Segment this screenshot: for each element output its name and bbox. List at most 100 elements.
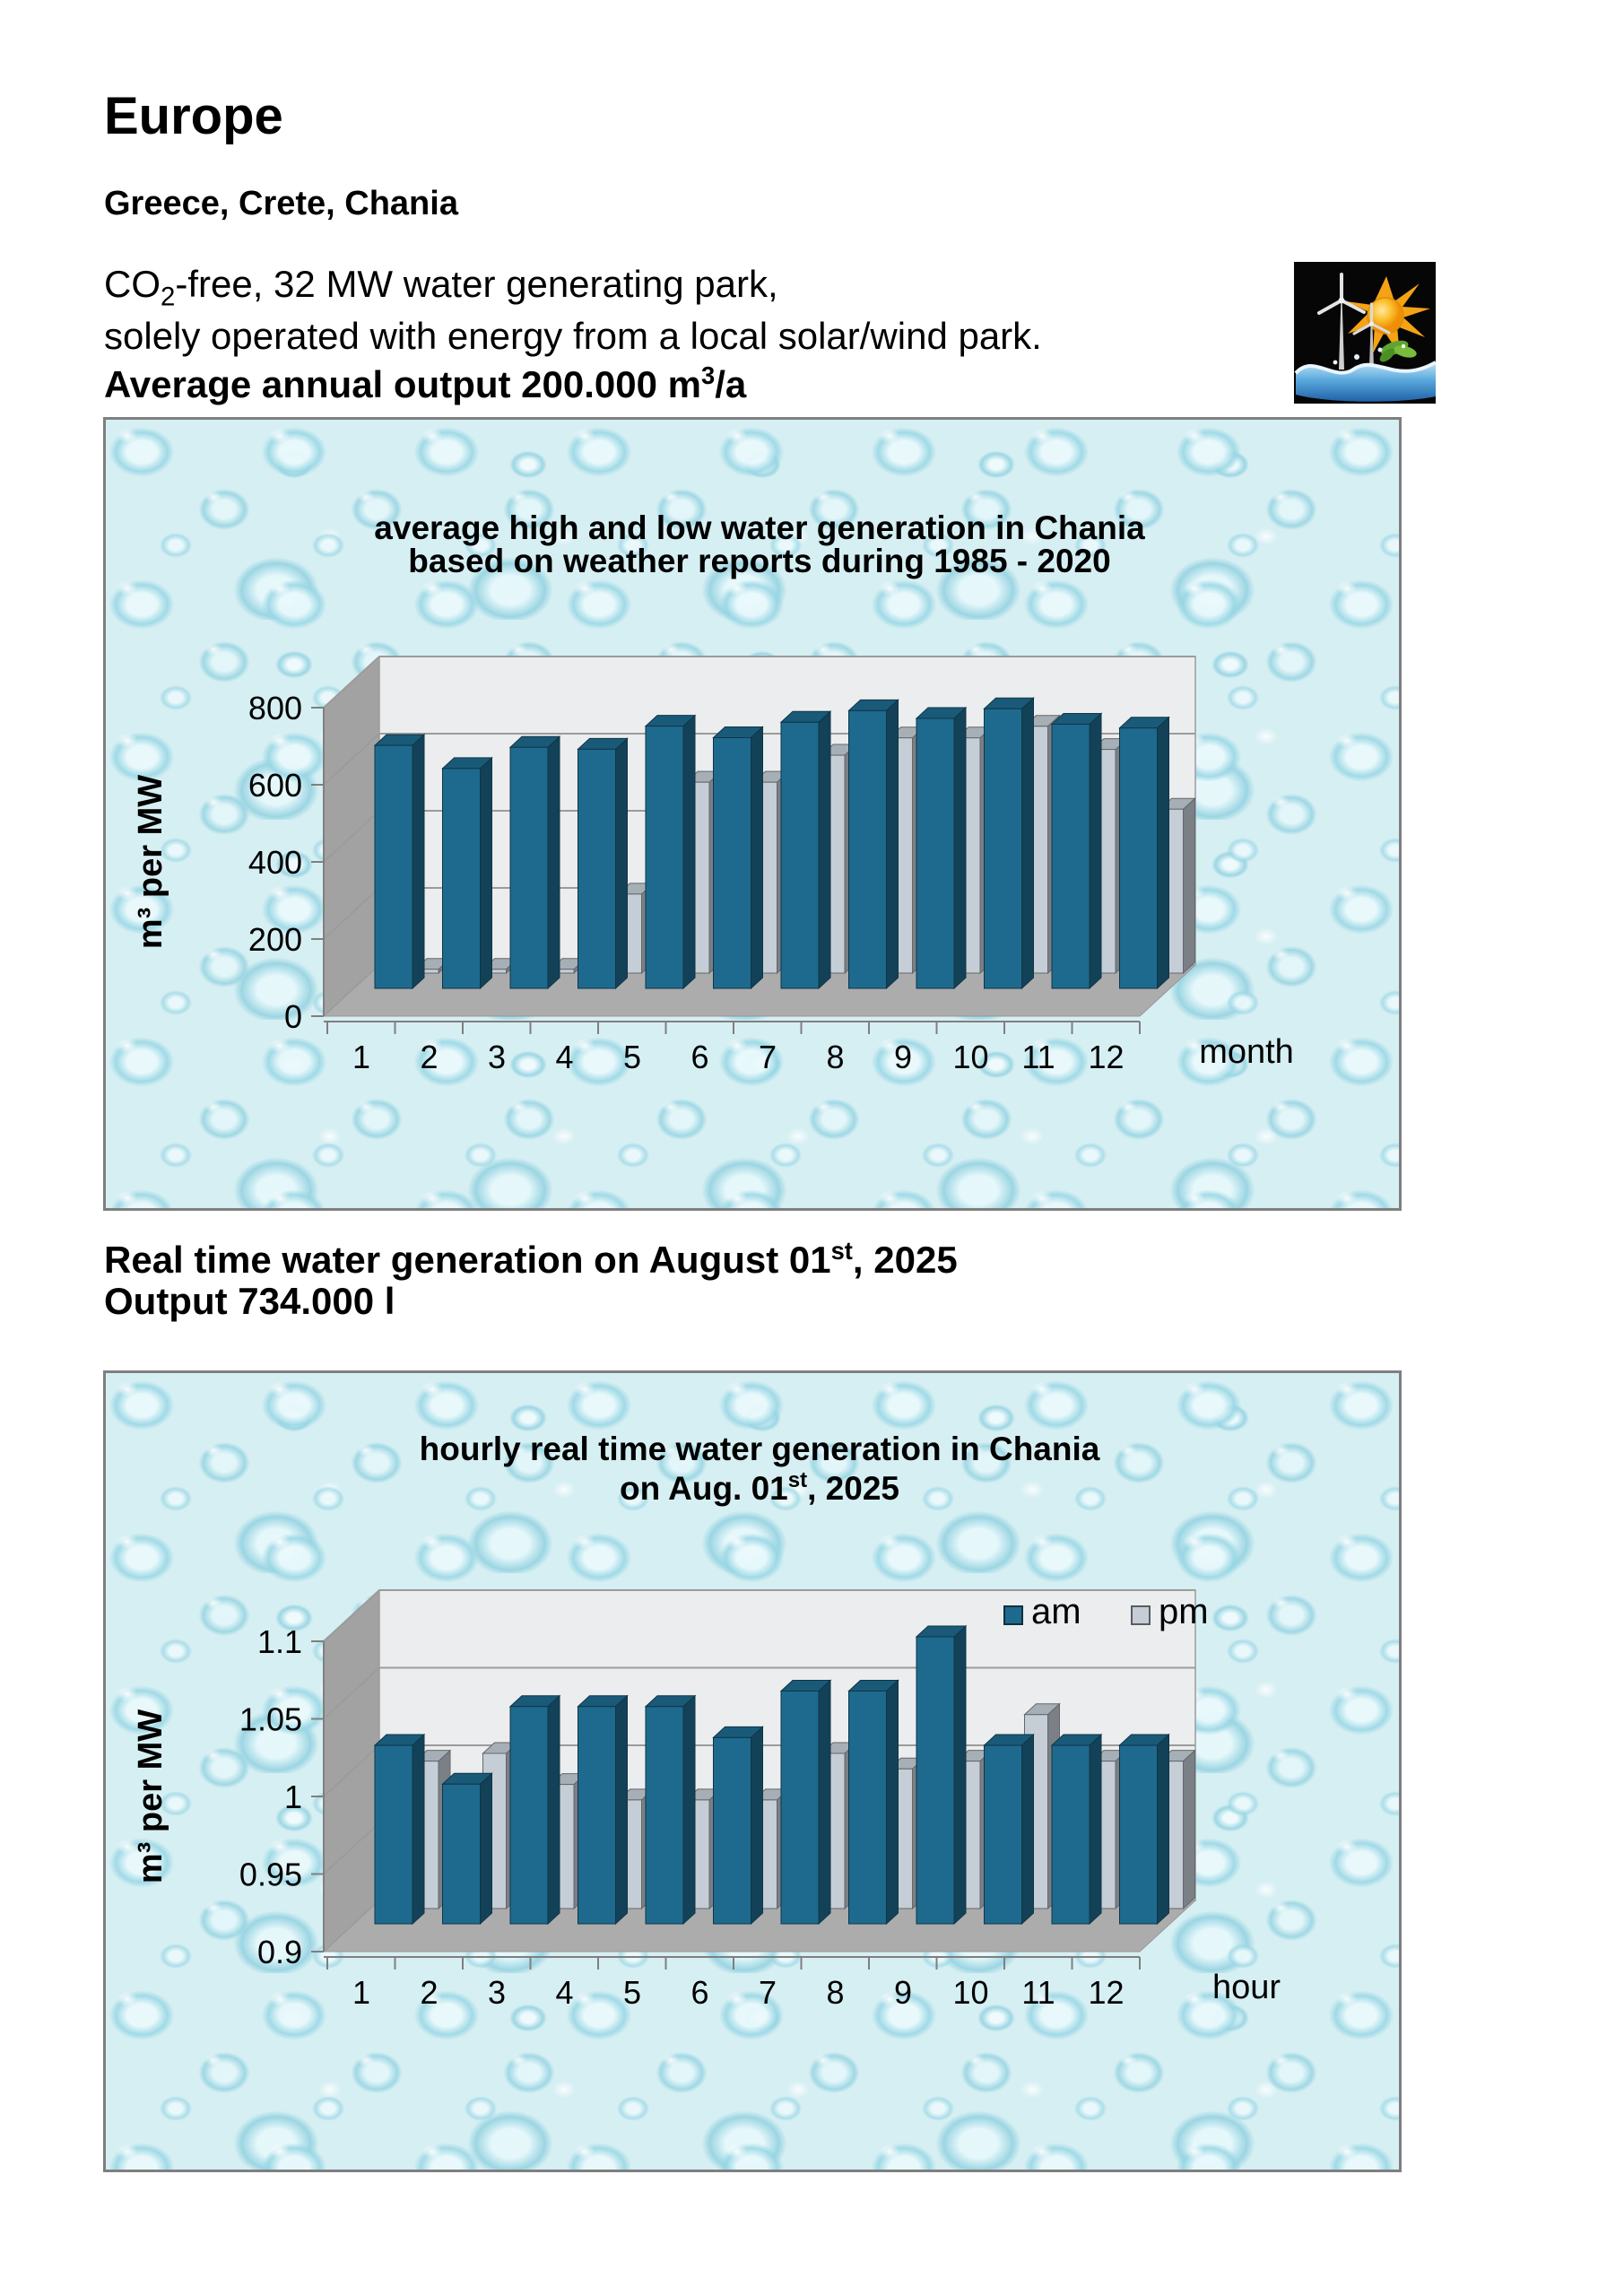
bar-month-6-high: [713, 737, 751, 989]
x-tick-label: 8: [826, 1974, 844, 2011]
y-axis: 0 200 400 600 800: [248, 690, 325, 1035]
x-tick-label: 10: [952, 1974, 988, 2011]
y-tick-label: 1.05: [239, 1701, 302, 1738]
x-tick-label: 3: [488, 1974, 506, 2011]
x-tick-label: 9: [894, 1039, 912, 1075]
x-tick-label: 5: [623, 1039, 641, 1075]
solar-wind-illustration-svg: [1294, 262, 1437, 404]
bar-hour-12-am-side: [1157, 1733, 1169, 1926]
legend-label-pm: pm: [1159, 1592, 1209, 1631]
bar-hour-2-am: [442, 1783, 481, 1925]
x-tick-label: 3: [488, 1039, 506, 1075]
bar-hour-8-am-side: [886, 1679, 899, 1926]
legend-swatch-pm: [1131, 1605, 1151, 1625]
bar-month-11-high: [1051, 723, 1090, 989]
x-tick-label: 4: [555, 1974, 573, 2011]
x-tick-label: 1: [352, 1039, 370, 1075]
hourly-generation-chart-box: 0.9 0.95 1 1.05 1.1 m³ per MW 1 2 3 4 5 6 7 8 9 10 11 12 h…: [103, 1370, 1402, 2172]
realtime-paragraph: Real time water generation on August 01s…: [104, 1231, 958, 1322]
water-wave-icon: [1294, 344, 1437, 402]
monthly-generation-chart-box: 0 200 400 600 800 m³ per MW 1 2 3 4 5 6 7 8 9 10 11 12 mon…: [103, 417, 1402, 1211]
x-tick-label: 2: [420, 1039, 438, 1075]
chart-title: average high and low water generation in…: [374, 509, 1145, 579]
bar-hour-5-am: [645, 1706, 684, 1925]
chart-title: hourly real time water generation in Cha…: [420, 1431, 1100, 1507]
x-tick-label: 6: [690, 1039, 708, 1075]
x-axis-title: month: [1199, 1033, 1294, 1071]
chart-title-line2: on Aug. 01st, 2025: [620, 1468, 899, 1507]
y-axis-title: m³ per MW: [132, 1709, 169, 1883]
bar-month-9-high: [916, 718, 955, 989]
x-tick-label: 12: [1088, 1039, 1124, 1075]
bar-month-5-high: [645, 726, 684, 989]
x-tick-label: 5: [623, 1974, 641, 2011]
plant-icon: [1379, 340, 1417, 362]
bar-month-6-high-side: [751, 726, 763, 990]
bar-hour-5-am-side: [682, 1694, 696, 1926]
legend: am pm: [1003, 1592, 1209, 1631]
y-axis-title: m³ per MW: [132, 775, 169, 949]
x-tick-label: 7: [759, 1039, 777, 1075]
bars: [373, 697, 1196, 990]
x-tick-label: 10: [952, 1039, 988, 1075]
bar-month-2-high-side: [480, 756, 492, 990]
bar-month-7-high: [780, 721, 820, 989]
x-axis: 1 2 3 4 5 6 7 8 9 10 11 12 hour: [324, 1956, 1281, 2011]
chart-title-line1: average high and low water generation in…: [374, 509, 1145, 546]
x-tick-label: 9: [894, 1974, 912, 2011]
bar-hour-10-am-side: [1021, 1733, 1034, 1926]
bar-hour-12-am: [1119, 1744, 1158, 1925]
bar-month-8-high: [848, 709, 887, 989]
intro-line1: CO2-free, 32 MW water generating park,: [104, 263, 778, 312]
x-tick-label: 4: [555, 1039, 573, 1075]
bar-month-7-high-side: [818, 710, 831, 990]
bar-month-12-high: [1119, 727, 1158, 989]
bar-month-9-high-side: [953, 706, 967, 990]
bar-hour-4-am: [578, 1706, 616, 1925]
y-tick-label: 0.95: [239, 1857, 302, 1893]
bar-month-8-high-side: [886, 699, 899, 990]
intro-line2: solely operated with energy from a local…: [104, 315, 1042, 358]
y-tick-label: 0: [284, 998, 302, 1035]
bar-hour-12-pm-side: [1183, 1749, 1195, 1910]
bars: [373, 1624, 1196, 1926]
bar-hour-3-am-side: [547, 1694, 560, 1926]
intro-line3: Average annual output 200.000 m3/a: [104, 361, 747, 406]
y-tick-label: 800: [248, 690, 302, 726]
sun-icon: [1346, 276, 1430, 355]
bar-hour-6-am-side: [751, 1726, 763, 1926]
chart-title-line1: hourly real time water generation in Cha…: [420, 1431, 1100, 1467]
realtime-line1: Real time water generation on August 01s…: [104, 1237, 958, 1281]
y-tick-label: 0.9: [257, 1934, 302, 1970]
bar-hour-11-am-side: [1089, 1733, 1102, 1926]
bar-hour-7-am-side: [818, 1679, 831, 1926]
bar-month-1-high-side: [412, 733, 425, 990]
bar-month-12-high-side: [1157, 716, 1169, 990]
x-tick-label: 12: [1088, 1974, 1124, 2011]
y-tick-label: 1.1: [257, 1623, 302, 1660]
bar-hour-6-am: [713, 1736, 751, 1925]
bar-month-5-high-side: [682, 714, 696, 990]
x-axis: 1 2 3 4 5 6 7 8 9 10 11 12 month: [324, 1021, 1294, 1075]
y-tick-label: 600: [248, 767, 302, 804]
bar-hour-3-am: [509, 1706, 549, 1925]
y-tick-label: 1: [284, 1779, 302, 1815]
page-title: Europe: [104, 87, 283, 145]
legend-label-am: am: [1031, 1592, 1081, 1631]
x-tick-label: 8: [826, 1039, 844, 1075]
bar-month-3-high-side: [547, 735, 560, 990]
bar-hour-10-am: [984, 1744, 1022, 1925]
bar-month-1-high: [374, 744, 413, 989]
bar-month-11-high-side: [1089, 712, 1102, 990]
chart-title-line2: based on weather reports during 1985 - 2…: [408, 543, 1110, 579]
intro-paragraph: CO2-free, 32 MW water generating park, so…: [104, 265, 1042, 404]
bar-month-2-high: [442, 768, 481, 989]
bar-month-12-low-side: [1183, 797, 1195, 975]
bar-hour-7-am: [780, 1691, 820, 1925]
x-tick-label: 7: [759, 1974, 777, 2011]
bar-hour-2-am-side: [480, 1772, 492, 1926]
bar-hour-1-am-side: [412, 1733, 425, 1926]
